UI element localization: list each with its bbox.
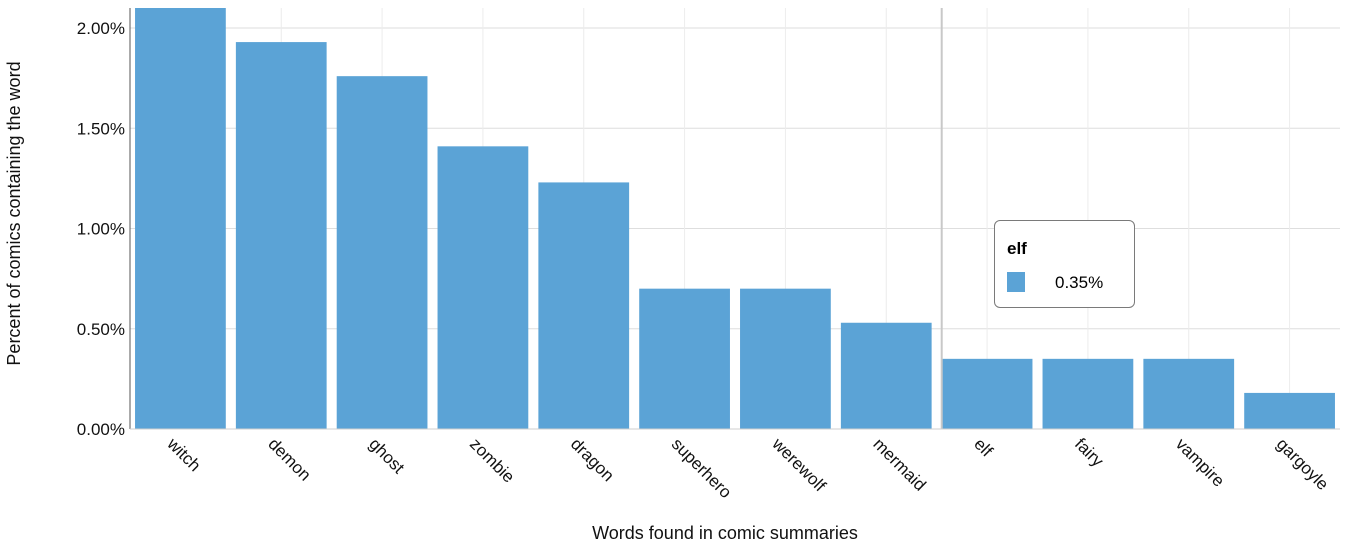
x-tick-label: demon xyxy=(264,434,314,484)
x-axis-ticks: witch demon ghost zombie dragon superhero were… xyxy=(163,434,1332,502)
y-tick-label: 0.00% xyxy=(77,420,125,439)
y-axis-ticks: 0.00% 0.50% 1.00% 1.50% 2.00% xyxy=(77,19,125,439)
x-tick-label: fairy xyxy=(1071,434,1107,470)
y-tick-label: 1.00% xyxy=(77,220,125,239)
x-tick-label: elf xyxy=(970,434,996,460)
x-tick-label: witch xyxy=(163,434,205,476)
bar-mermaid[interactable] xyxy=(840,322,932,429)
bar-witch[interactable] xyxy=(135,8,226,429)
y-tick-label: 0.50% xyxy=(77,320,125,339)
y-axis-title: Percent of comics containing the word xyxy=(4,61,24,365)
bar-werewolf[interactable] xyxy=(740,288,831,429)
bars xyxy=(135,8,1335,430)
x-tick-label: gargoyle xyxy=(1273,434,1333,494)
y-tick-label: 1.50% xyxy=(77,119,125,138)
x-axis-title: Words found in comic summaries xyxy=(592,523,858,543)
bar-demon[interactable] xyxy=(235,42,327,429)
bar-vampire[interactable] xyxy=(1143,358,1235,429)
x-tick-label: vampire xyxy=(1172,434,1228,490)
x-tick-label: werewolf xyxy=(768,434,830,496)
x-tick-label: mermaid xyxy=(869,434,929,494)
tooltip-value: 0.35% xyxy=(1055,273,1104,292)
tooltip-category: elf xyxy=(1007,239,1027,258)
x-tick-label: zombie xyxy=(466,434,518,486)
x-tick-label: dragon xyxy=(567,434,618,485)
bar-zombie[interactable] xyxy=(437,146,529,430)
bar-gargoyle[interactable] xyxy=(1244,392,1335,429)
bar-fairy[interactable] xyxy=(1042,358,1134,429)
y-tick-label: 2.00% xyxy=(77,19,125,38)
bar-elf[interactable] xyxy=(941,358,1033,429)
bar-superhero[interactable] xyxy=(639,288,730,429)
x-tick-label: superhero xyxy=(668,434,736,502)
hover-tooltip: elf 0.35% xyxy=(994,220,1135,308)
tooltip-color-swatch xyxy=(1007,272,1025,292)
bar-dragon[interactable] xyxy=(538,182,630,429)
x-tick-label: ghost xyxy=(365,434,408,477)
bar-ghost[interactable] xyxy=(336,76,428,430)
